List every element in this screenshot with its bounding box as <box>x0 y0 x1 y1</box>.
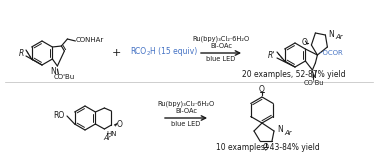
Text: Ar: Ar <box>104 135 111 141</box>
Text: O: O <box>301 37 307 47</box>
Text: O: O <box>263 144 269 152</box>
Text: CO'Bu: CO'Bu <box>54 74 75 80</box>
Text: RCO: RCO <box>130 47 146 56</box>
Text: Ar: Ar <box>284 130 291 136</box>
Text: blue LED: blue LED <box>171 121 201 127</box>
Text: CO'Bu: CO'Bu <box>303 80 324 86</box>
Text: Ru(bpy)₃Cl₂·6H₂O: Ru(bpy)₃Cl₂·6H₂O <box>192 36 249 42</box>
Text: N: N <box>310 71 316 80</box>
Text: 2: 2 <box>147 51 150 56</box>
Text: HN: HN <box>106 131 117 137</box>
Text: R: R <box>19 48 24 57</box>
Text: ··OCOR: ··OCOR <box>318 50 343 56</box>
Text: Ru(bpy)₃Cl₂·6H₂O: Ru(bpy)₃Cl₂·6H₂O <box>157 101 215 107</box>
Text: H (15 equiv): H (15 equiv) <box>150 47 197 56</box>
Text: R': R' <box>268 51 275 60</box>
Text: 10 examples, 43-84% yield: 10 examples, 43-84% yield <box>216 144 320 152</box>
Text: 20 examples, 52-87% yield: 20 examples, 52-87% yield <box>242 69 346 79</box>
Text: BI-OAc: BI-OAc <box>175 108 197 114</box>
Text: N: N <box>51 67 56 76</box>
Text: RO: RO <box>54 112 65 120</box>
Text: N: N <box>328 29 334 39</box>
Text: +: + <box>111 48 121 58</box>
Text: CONHAr: CONHAr <box>75 37 104 43</box>
Text: O: O <box>116 120 122 128</box>
Text: Ar: Ar <box>335 34 343 40</box>
Text: N: N <box>277 125 283 135</box>
Text: O: O <box>259 84 265 93</box>
Text: BI-OAc: BI-OAc <box>210 43 232 49</box>
Text: blue LED: blue LED <box>206 56 235 62</box>
